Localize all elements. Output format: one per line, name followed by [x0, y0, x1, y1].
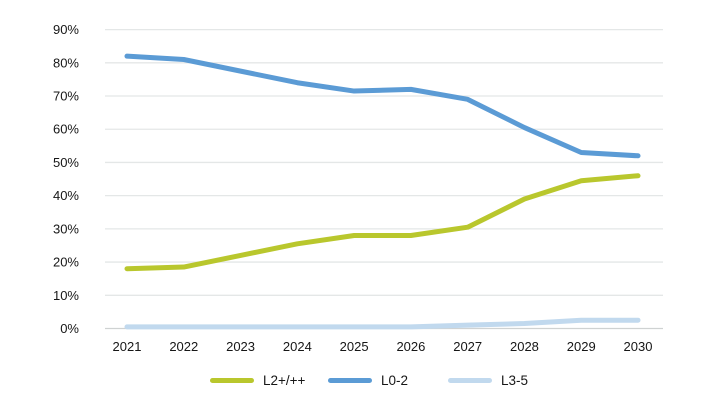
- y-axis-tick-label: 0%: [60, 321, 79, 336]
- legend-swatch-l0-2: [328, 377, 372, 383]
- series-line-l3-5: [124, 317, 641, 330]
- y-axis-tick-label: 60%: [53, 122, 79, 137]
- series-line-l0-2: [124, 53, 641, 159]
- series-line-l2-: [124, 173, 641, 272]
- legend-swatch-l3-5: [448, 377, 492, 383]
- x-axis-tick-label: 2021: [113, 339, 142, 354]
- legend-label-l2plus: L2+/++: [263, 372, 306, 388]
- legend-label-l3-5: L3-5: [501, 372, 529, 388]
- legend-item-l2plus: L2+/++: [210, 372, 305, 388]
- x-axis-tick-label: 2030: [624, 339, 653, 354]
- y-axis-tick-label: 30%: [53, 221, 79, 236]
- y-axis-tick-label: 10%: [53, 288, 79, 303]
- y-axis-tick-label: 50%: [53, 155, 79, 170]
- y-axis-tick-label: 80%: [53, 55, 79, 70]
- legend: L2+/++ L0-2 L3-5: [0, 372, 720, 390]
- x-axis-tick-label: 2023: [226, 339, 255, 354]
- x-axis-tick-label: 2029: [567, 339, 596, 354]
- legend-item-l3-5: L3-5: [448, 372, 528, 388]
- x-axis-tick-label: 2027: [453, 339, 482, 354]
- legend-label-l0-2: L0-2: [381, 372, 409, 388]
- x-axis-tick-label: 2028: [510, 339, 539, 354]
- x-axis-tick-label: 2024: [283, 339, 312, 354]
- x-axis-tick-label: 2026: [396, 339, 425, 354]
- y-axis-tick-label: 70%: [53, 89, 79, 104]
- y-axis-tick-label: 40%: [53, 188, 79, 203]
- legend-item-l0-2: L0-2: [328, 372, 408, 388]
- x-axis-tick-label: 2025: [340, 339, 369, 354]
- y-axis-tick-label: 90%: [53, 22, 79, 37]
- y-axis-tick-label: 20%: [53, 255, 79, 270]
- x-axis-tick-label: 2022: [169, 339, 198, 354]
- legend-swatch-l2plus: [210, 377, 254, 383]
